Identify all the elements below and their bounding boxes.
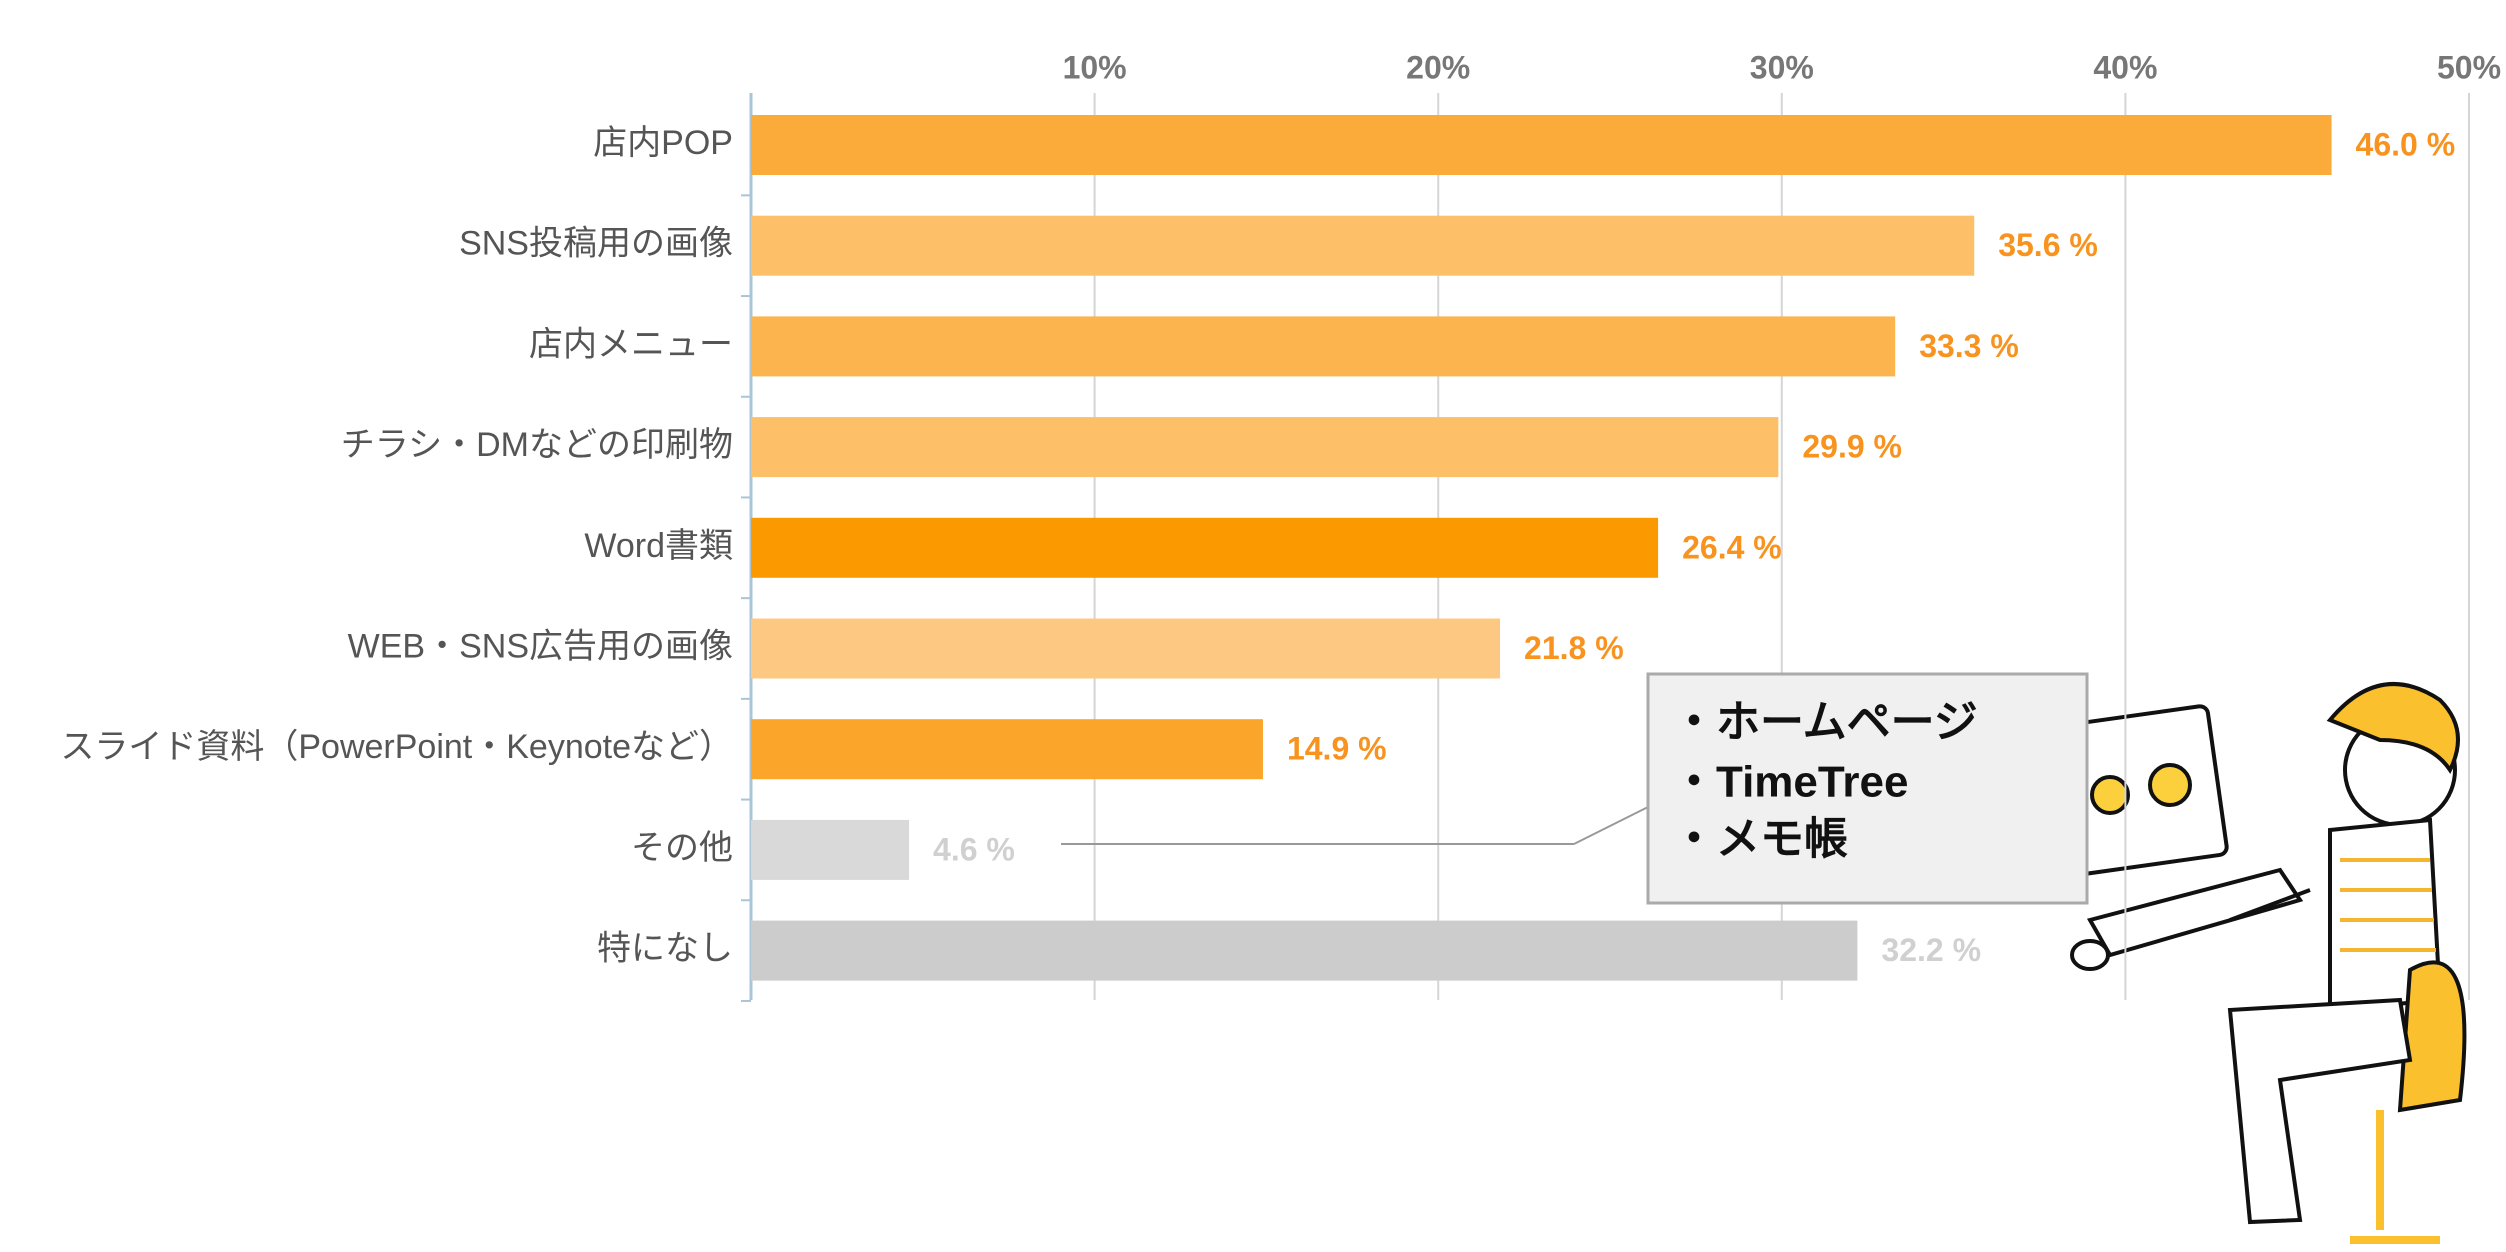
bar <box>751 316 1896 377</box>
bar <box>751 517 1659 578</box>
illustration <box>2057 682 2467 1244</box>
y-tick-label: 店内POP <box>593 124 733 162</box>
x-tick-label: 20% <box>1406 49 1470 85</box>
y-tick-label: 特になし <box>597 930 733 968</box>
x-tick-label: 30% <box>1750 49 1814 85</box>
value-label: 29.9 % <box>1802 429 1902 465</box>
bar <box>751 215 1975 276</box>
y-tick-label: チラシ・DMなどの印刷物 <box>341 426 733 464</box>
value-label: 33.3 % <box>1919 328 2019 364</box>
y-tick-label: SNS投稿用の画像 <box>459 225 733 263</box>
bar <box>751 115 2332 175</box>
bar <box>751 819 910 880</box>
value-label: 26.4 % <box>1682 529 1782 565</box>
y-tick-label: Word書類 <box>584 527 733 565</box>
bar <box>751 719 1263 780</box>
y-tick-label: その他 <box>631 829 733 867</box>
y-tick-label: WEB・SNS広告用の画像 <box>348 627 733 665</box>
y-tick-label: 店内メニュー <box>529 325 733 363</box>
value-label: 14.9 % <box>1287 731 1387 767</box>
bar <box>751 618 1501 679</box>
x-tick-label: 40% <box>2093 49 2157 85</box>
value-label: 46.0 % <box>2356 126 2456 162</box>
leader-line <box>1573 806 1649 845</box>
y-tick-label: スライド資料（PowerPoint・Keynoteなど） <box>60 728 733 766</box>
value-label: 4.6 % <box>933 831 1015 867</box>
value-label: 35.6 % <box>1998 227 2098 263</box>
callout-text: ・ホームページ <box>1672 698 1978 747</box>
x-tick-label: 50% <box>2437 49 2501 85</box>
x-tick-label: 10% <box>1063 49 1127 85</box>
value-label: 32.2 % <box>1881 932 1981 968</box>
value-label: 21.8 % <box>1524 630 1624 666</box>
callout-box <box>1646 672 2089 905</box>
bar <box>751 417 1779 478</box>
callout-text: ・TimeTree <box>1672 758 1908 807</box>
bar <box>751 920 1858 981</box>
callout-text: ・メモ帳 <box>1672 815 1848 864</box>
